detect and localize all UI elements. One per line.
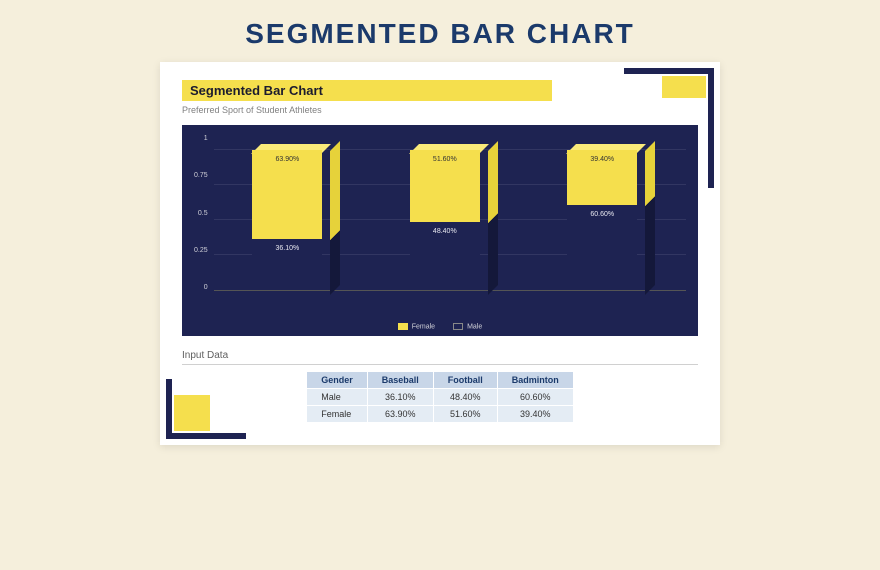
legend-item: Female (398, 323, 435, 330)
segment-label: 48.40% (433, 228, 457, 290)
chart-frame: 1 0.75 0.5 0.25 0 36.10% 63.90% 48.40% 51.6… (182, 125, 698, 336)
bar: 60.60% 39.40% (567, 150, 647, 290)
chart-area: 1 0.75 0.5 0.25 0 36.10% 63.90% 48.40% 51.6… (194, 135, 686, 315)
decor-bl-navy-v (166, 379, 172, 439)
legend-swatch (398, 323, 408, 330)
plot: 36.10% 63.90% 48.40% 51.60% 60.60% 39.40% (214, 135, 686, 291)
segment-label: 51.60% (433, 156, 457, 222)
segment-male: 60.60% (567, 205, 637, 290)
input-data-label: Input Data (182, 350, 698, 365)
legend-swatch (453, 323, 463, 330)
table-cell: 51.60% (433, 406, 497, 423)
decor-tr-yellow (662, 76, 706, 98)
decor-right (708, 68, 714, 188)
bar: 48.40% 51.60% (410, 150, 490, 290)
table-cell: 63.90% (367, 406, 433, 423)
table-row: Male36.10%48.40%60.60% (307, 389, 574, 406)
legend: Female Male (194, 323, 686, 330)
table-cell: 36.10% (367, 389, 433, 406)
y-tick: 0.75 (194, 172, 208, 179)
table-header-cell: Badminton (497, 372, 573, 389)
card-title: Segmented Bar Chart (182, 80, 552, 101)
bar-side-face (645, 141, 655, 295)
chart-card: Segmented Bar Chart Preferred Sport of S… (160, 62, 720, 445)
table-cell: Female (307, 406, 368, 423)
segment-label: 63.90% (275, 156, 299, 239)
y-axis: 1 0.75 0.5 0.25 0 (194, 135, 214, 291)
y-tick: 0 (204, 284, 208, 291)
decor-top (624, 68, 714, 74)
decor-bl-yellow (174, 395, 210, 431)
table-header-cell: Gender (307, 372, 368, 389)
data-table: GenderBaseballFootballBadmintonMale36.10… (306, 371, 574, 423)
decor-bl-navy-h (166, 433, 246, 439)
segment-label: 36.10% (275, 245, 299, 290)
bar-side-face (488, 141, 498, 295)
legend-label: Male (467, 323, 482, 330)
segment-female: 39.40% (567, 150, 637, 205)
table-header-cell: Football (433, 372, 497, 389)
table-cell: Male (307, 389, 368, 406)
table-row: Female63.90%51.60%39.40% (307, 406, 574, 423)
segment-label: 39.40% (590, 156, 614, 205)
table-header-cell: Baseball (367, 372, 433, 389)
table-cell: 60.60% (497, 389, 573, 406)
segment-female: 51.60% (410, 150, 480, 222)
bars: 36.10% 63.90% 48.40% 51.60% 60.60% 39.40% (214, 135, 686, 290)
segment-label: 60.60% (590, 211, 614, 290)
y-tick: 0.25 (194, 247, 208, 254)
table-cell: 39.40% (497, 406, 573, 423)
segment-female: 63.90% (252, 150, 322, 239)
table-cell: 48.40% (433, 389, 497, 406)
table-header-row: GenderBaseballFootballBadminton (307, 372, 574, 389)
legend-item: Male (453, 323, 482, 330)
segment-male: 48.40% (410, 222, 480, 290)
y-tick: 0.5 (198, 210, 208, 217)
segment-male: 36.10% (252, 239, 322, 290)
bar-side-face (330, 141, 340, 295)
y-tick: 1 (204, 135, 208, 142)
card-subtitle: Preferred Sport of Student Athletes (182, 105, 698, 115)
legend-label: Female (412, 323, 435, 330)
page-title: SEGMENTED BAR CHART (0, 0, 880, 62)
bar: 36.10% 63.90% (252, 150, 332, 290)
